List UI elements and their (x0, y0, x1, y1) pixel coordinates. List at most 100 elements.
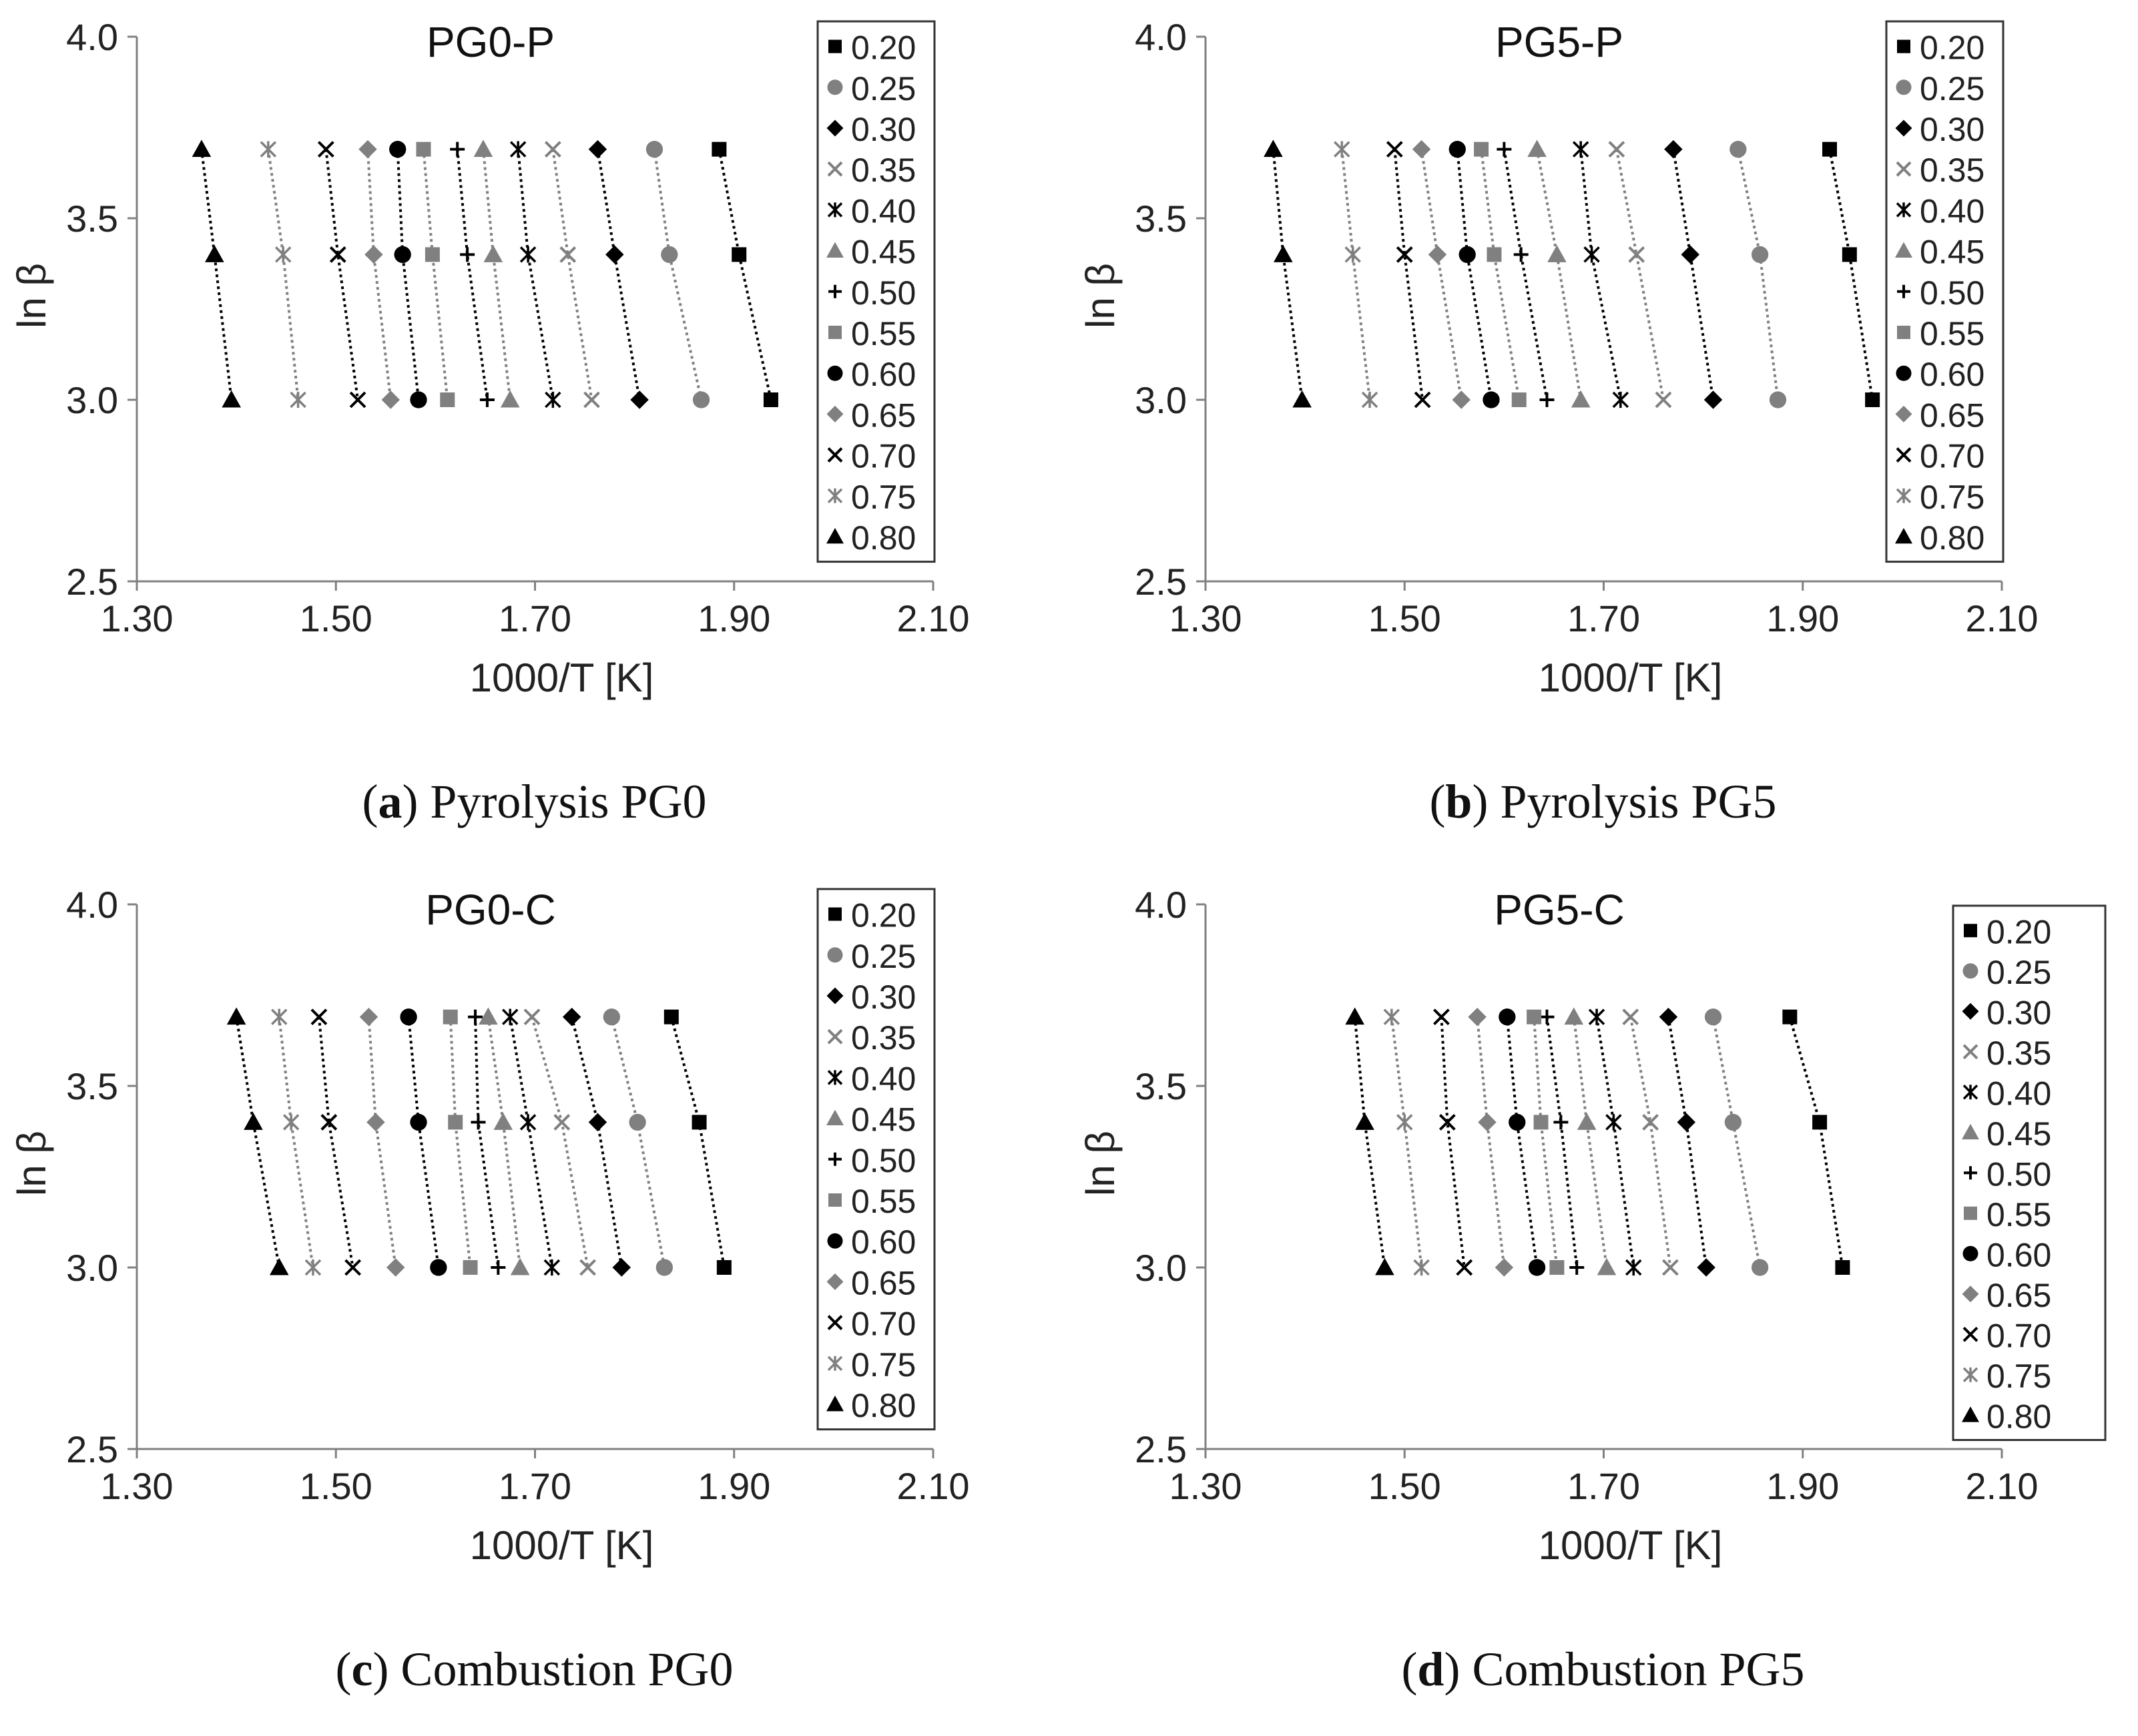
legend-label-0.70: 0.70 (1986, 1317, 2051, 1354)
data-point-0.75 (304, 1259, 322, 1276)
legend-label-0.75: 0.75 (851, 1346, 916, 1384)
legend-label-0.65: 0.65 (1920, 396, 1984, 434)
series-0.40-trend-line (1595, 1017, 1635, 1268)
legend-label-0.75: 0.75 (1920, 479, 1984, 516)
data-point-0.50 (479, 392, 495, 407)
series-0.65-trend-line (367, 1017, 397, 1268)
data-point-0.75 (271, 1008, 288, 1025)
data-point-0.40 (545, 391, 561, 408)
legend-marker-0.55 (1897, 326, 1910, 339)
data-point-0.45 (493, 1113, 513, 1130)
data-point-0.80 (244, 1113, 263, 1130)
x-tick-label: 2.10 (897, 1465, 970, 1507)
series-0.30-trend-line (1667, 1017, 1708, 1268)
data-point-0.60 (1499, 1008, 1516, 1026)
data-point-0.60 (430, 1259, 447, 1276)
caption-text: ) Pyrolysis PG5 (1472, 775, 1777, 828)
legend-label-0.30: 0.30 (1986, 994, 2051, 1031)
series-0.20-trend-line (670, 1017, 726, 1268)
data-point-0.65 (366, 1113, 385, 1132)
data-point-0.40 (519, 246, 537, 263)
legend-label-0.20: 0.20 (1920, 29, 1984, 67)
caption-letter: d (1417, 1643, 1444, 1696)
data-point-0.40 (509, 141, 527, 158)
legend-label-0.45: 0.45 (851, 234, 916, 271)
series-0.65-trend-line (366, 149, 392, 400)
series-0.55-trend-line (422, 149, 449, 400)
data-point-0.60 (410, 1113, 427, 1131)
data-point-0.25 (629, 1113, 646, 1131)
y-tick-label: 4.0 (1135, 884, 1187, 926)
x-tick-label: 1.70 (499, 1465, 571, 1507)
legend-label-0.80: 0.80 (851, 519, 916, 557)
legend-label-0.80: 0.80 (851, 1387, 916, 1424)
y-tick-label: 4.0 (66, 16, 118, 58)
data-point-0.40 (1588, 1008, 1605, 1025)
series-0.40-trend-line (517, 149, 555, 400)
legend-label-0.40: 0.40 (1986, 1075, 2051, 1112)
data-point-0.35 (523, 1008, 541, 1026)
data-point-0.35 (1608, 141, 1625, 158)
data-point-0.25 (1751, 1259, 1769, 1276)
data-point-0.45 (479, 1007, 498, 1025)
legend-marker-0.80 (826, 1396, 844, 1412)
legend-marker-0.40 (1962, 1085, 1978, 1100)
data-point-0.25 (692, 391, 710, 408)
panel-combustion-pg0: 2.5 3.0 3.5 4.0 1.30 1.50 1.70 1.90 2.10 1000/T [… (0, 868, 1069, 1735)
data-point-0.20 (712, 141, 727, 157)
y-tick-label: 4.0 (66, 884, 118, 926)
data-point-0.80 (1375, 1257, 1394, 1275)
data-point-0.50 (460, 247, 475, 262)
data-point-0.70 (344, 1259, 362, 1276)
data-point-0.65 (364, 245, 383, 264)
data-point-0.20 (663, 1009, 679, 1025)
data-point-0.35 (553, 1113, 571, 1131)
legend-label-0.55: 0.55 (1920, 315, 1984, 352)
data-point-0.45 (1597, 1257, 1617, 1275)
data-point-0.25 (661, 246, 678, 264)
series-0.30-trend-line (570, 1017, 623, 1268)
y-tick-label: 3.0 (1135, 379, 1187, 421)
series-0.55-trend-line (1480, 149, 1521, 400)
series-0.20-trend-line (1828, 149, 1874, 400)
legend-label-0.30: 0.30 (1920, 111, 1984, 148)
data-point-0.25 (1724, 1113, 1742, 1131)
data-point-0.50 (450, 141, 465, 157)
legend-marker-0.40 (1896, 202, 1912, 218)
data-point-0.25 (603, 1008, 620, 1026)
x-tick-label: 1.90 (1766, 1465, 1839, 1507)
legend-label-0.70: 0.70 (851, 438, 916, 475)
legend-label-0.40: 0.40 (1920, 192, 1984, 230)
chart-pg0-p: 2.5 3.0 3.5 4.0 1.30 1.50 1.70 1.90 2.10 1000/T [… (9, 16, 970, 700)
x-tick-label: 2.10 (1966, 1465, 2039, 1507)
series-0.75-trend-line (1340, 149, 1372, 400)
data-point-0.55 (463, 1260, 478, 1275)
data-point-0.65 (386, 1258, 405, 1277)
data-point-0.45 (1547, 245, 1567, 262)
data-point-0.70 (329, 246, 346, 263)
series-0.70-trend-line (317, 1017, 354, 1268)
caption-a: (a) Pyrolysis PG0 (362, 775, 707, 828)
data-point-0.55 (448, 1115, 463, 1130)
y-axis-label: ln β (1078, 1131, 1123, 1196)
data-point-0.75 (1334, 141, 1350, 158)
data-point-0.25 (655, 1259, 674, 1276)
y-axis-label: ln β (9, 1131, 54, 1196)
legend-marker-0.45 (1962, 1123, 1979, 1140)
legend-marker-0.20 (828, 39, 842, 53)
x-tick-label: 1.30 (101, 597, 174, 639)
data-point-0.70 (1433, 1008, 1450, 1026)
data-point-0.20 (1842, 247, 1857, 262)
x-axis-label: 1000/T [K] (1539, 1523, 1723, 1568)
data-point-0.75 (282, 1114, 300, 1131)
series-0.55-trend-line (449, 1017, 472, 1268)
data-point-0.20 (692, 1115, 707, 1130)
data-point-0.20 (763, 392, 778, 407)
y-tick-label: 2.5 (1135, 1428, 1187, 1470)
data-point-0.45 (1527, 139, 1547, 158)
data-point-0.45 (1564, 1007, 1584, 1025)
data-point-0.40 (519, 1114, 537, 1131)
data-point-0.20 (1812, 1115, 1828, 1130)
legend-label-0.20: 0.20 (1986, 913, 2051, 950)
